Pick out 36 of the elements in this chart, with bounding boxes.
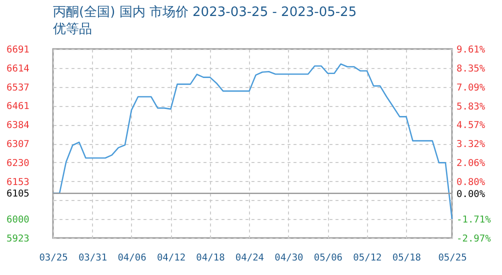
y-tick-label: 6691 (6, 44, 30, 56)
y-tick-label: 6537 (6, 82, 30, 94)
x-tick-label: 05/06 (314, 252, 343, 264)
y2-tick-label: 0.80% (456, 176, 486, 188)
y-tick-label: 5923 (6, 234, 30, 244)
y-tick-label: 6105 (6, 188, 30, 200)
x-tick-label: 03/25 (39, 252, 68, 264)
x-tick-label: 04/30 (274, 252, 304, 264)
line-series (52, 63, 453, 220)
x-tick-label: 04/12 (156, 252, 186, 264)
y2-tick-label: 8.35% (456, 63, 486, 74)
y-tick-label: 6230 (6, 158, 30, 169)
y-tick-label: 6614 (6, 63, 30, 74)
chart-subtitle: 优等品 (53, 22, 92, 37)
x-tick-label: 05/25 (438, 252, 467, 264)
y2-tick-label: -1.71% (456, 214, 492, 226)
y2-tick-label: 2.06% (456, 158, 486, 169)
x-tick-label: 04/06 (118, 252, 147, 264)
y2-tick-label: 5.83% (456, 101, 486, 112)
y2-tick-label: -2.97% (456, 234, 492, 244)
y-tick-label: 6000 (6, 214, 30, 226)
x-tick-label: 03/31 (78, 252, 108, 264)
y-tick-label: 6384 (6, 120, 30, 132)
y2-tick-label: 4.57% (456, 120, 486, 132)
y-tick-label: 6153 (6, 176, 30, 188)
y-tick-label: 6307 (6, 139, 30, 150)
x-tick-label: 05/12 (353, 252, 382, 264)
x-tick-label: 04/24 (235, 252, 264, 264)
y2-tick-label: 0.00% (456, 188, 486, 200)
y-tick-label: 6461 (6, 101, 30, 112)
y2-tick-label: 3.32% (456, 139, 486, 150)
x-tick-label: 04/18 (196, 252, 226, 264)
y2-tick-label: 7.09% (456, 82, 486, 94)
chart-title: 丙酮(全国) 国内 市场价 2023-03-25 - 2023-05-25 (53, 5, 357, 20)
x-tick-label: 05/18 (392, 252, 422, 264)
y2-tick-label: 9.61% (456, 44, 486, 56)
